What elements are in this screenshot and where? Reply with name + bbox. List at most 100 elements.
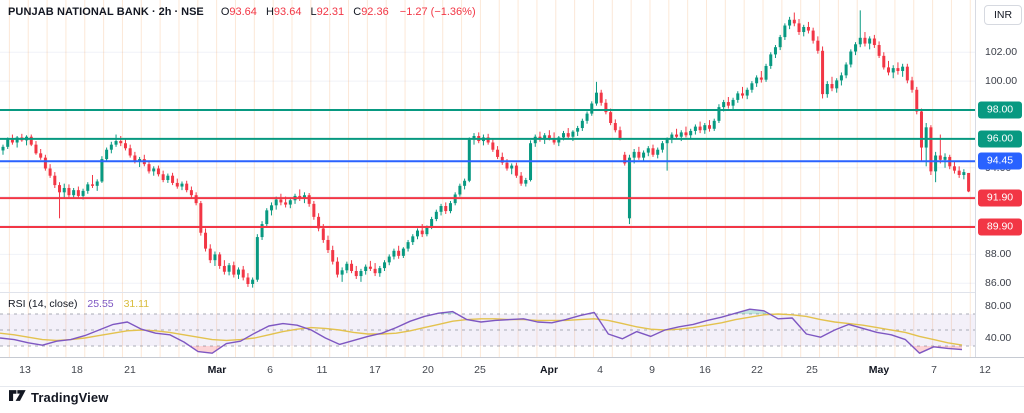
candle-body-down — [175, 182, 179, 187]
symbol-name[interactable]: PUNJAB NATIONAL BANK — [8, 6, 149, 18]
rsi-pane[interactable]: RSI (14, close) 25.55 31.11 — [0, 292, 975, 358]
candle-body-down — [613, 122, 617, 131]
time-axis-tick: 20 — [422, 364, 434, 376]
candle-body-up — [580, 120, 584, 129]
candle-body-down — [887, 67, 891, 73]
candle-body-down — [189, 190, 193, 196]
candle-body-down — [208, 248, 212, 261]
rsi-label[interactable]: RSI (14, close) — [8, 298, 78, 310]
price-level-badge: 89.90 — [978, 218, 1022, 236]
candle-body-up — [463, 180, 467, 186]
candle-body-up — [679, 132, 683, 137]
candle-body-down — [637, 151, 641, 158]
candle-body-down — [952, 166, 956, 171]
candle-body-up — [406, 242, 410, 249]
candle-body-up — [524, 180, 528, 184]
candle-body-down — [519, 175, 523, 184]
candle-body-up — [769, 54, 773, 66]
candle-body-up — [86, 184, 90, 191]
candle-body-down — [298, 195, 302, 199]
candle-body-down — [505, 162, 509, 169]
candle-body-down — [938, 155, 942, 160]
candle-body-down — [806, 26, 810, 31]
candle-body-down — [246, 277, 250, 285]
candle-body-up — [670, 134, 674, 140]
time-axis-tick: 17 — [369, 364, 381, 376]
candle-body-down — [222, 265, 226, 272]
candlestick-svg[interactable] — [0, 0, 975, 292]
candle-body-up — [430, 219, 434, 227]
candle-body-up — [114, 141, 118, 145]
interval-label[interactable]: 2h — [158, 6, 172, 18]
candle-body-down — [317, 216, 321, 229]
candle-body-up — [401, 248, 405, 256]
candle-body-up — [962, 172, 966, 175]
candle-body-up — [750, 83, 754, 90]
rsi-legend[interactable]: RSI (14, close) 25.55 31.11 — [8, 298, 149, 310]
open-label: O — [220, 6, 230, 18]
candle-body-down — [171, 175, 175, 183]
time-axis[interactable]: 13 18 21 Mar 6 11 17 20 25 Apr 4 9 16 22 25 May 7 12 — [0, 357, 1024, 387]
currency-button[interactable]: INR — [984, 5, 1023, 25]
candle-body-up — [255, 237, 259, 280]
candle-body-down — [43, 157, 47, 169]
candle-body-down — [326, 239, 330, 251]
candle-body-up — [288, 200, 292, 205]
candle-body-down — [905, 66, 909, 81]
candle-body-down — [882, 55, 886, 68]
candle-body-down — [957, 170, 961, 175]
candle-body-up — [835, 80, 839, 89]
price-axis[interactable]: INR 102.00100.0094.0088.0086.0080.0040.0… — [975, 0, 1024, 357]
candle-body-up — [627, 157, 631, 219]
candle-body-up — [590, 103, 594, 114]
candle-body-down — [373, 268, 377, 274]
price-pane[interactable]: PUNJAB NATIONAL BANK · 2h · NSE O93.64 H93.6… — [0, 0, 975, 292]
candle-body-down — [58, 185, 62, 193]
candle-body-down — [39, 153, 43, 158]
rsi-svg[interactable] — [0, 293, 975, 357]
candle-body-up — [646, 148, 650, 153]
candle-body-up — [392, 250, 396, 257]
price-axis-tick: 88.00 — [985, 248, 1012, 261]
candle-body-up — [95, 181, 99, 186]
time-axis-tick: 13 — [19, 364, 31, 376]
candle-body-up — [364, 266, 368, 272]
candle-body-up — [642, 152, 646, 158]
low-label: L — [310, 6, 317, 18]
candle-body-down — [156, 168, 160, 175]
candle-body-up — [783, 25, 787, 38]
candle-body-up — [533, 136, 537, 144]
candle-body-up — [510, 165, 514, 169]
symbol-legend[interactable]: PUNJAB NATIONAL BANK · 2h · NSE O93.64 H93.6… — [8, 6, 476, 18]
candle-body-down — [552, 138, 556, 143]
candle-body-down — [698, 126, 702, 131]
candle-body-up — [764, 65, 768, 80]
candle-body-up — [227, 265, 231, 272]
candle-body-up — [660, 143, 664, 150]
open-value: 93.64 — [229, 6, 257, 18]
candle-body-up — [152, 168, 156, 172]
candle-body-up — [562, 133, 566, 138]
candle-body-up — [345, 263, 349, 271]
candle-body-up — [934, 155, 938, 172]
low-value: 92.31 — [316, 6, 345, 18]
legend-separator: · — [174, 6, 179, 18]
tradingview-brand[interactable]: TradingView — [9, 390, 108, 405]
candle-body-up — [472, 135, 476, 140]
candle-body-down — [708, 125, 712, 129]
candle-body-down — [67, 187, 71, 196]
candle-body-up — [340, 270, 344, 275]
candle-body-down — [919, 111, 923, 148]
price-axis-tick: 86.00 — [985, 277, 1012, 290]
candle-body-down — [929, 127, 933, 172]
candle-body-down — [830, 84, 834, 89]
legend-separator: · — [151, 6, 156, 18]
price-axis-tick: 102.00 — [985, 46, 1018, 59]
candle-body-up — [6, 139, 10, 147]
time-axis-tick: 21 — [124, 364, 136, 376]
candle-body-down — [910, 80, 914, 90]
candle-body-up — [693, 126, 697, 131]
candle-body-down — [241, 269, 245, 278]
candle-body-down — [863, 37, 867, 44]
high-value: 93.64 — [273, 6, 302, 18]
